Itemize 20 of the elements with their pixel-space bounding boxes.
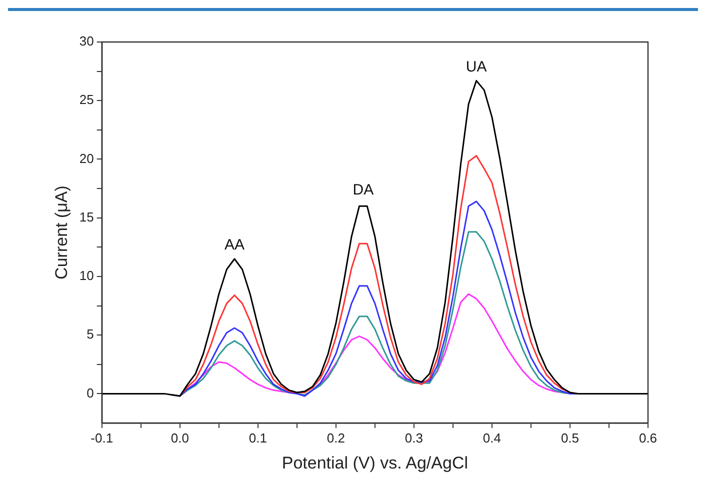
x-tick-label: 0.5 <box>560 430 580 446</box>
x-tick-label: 0.6 <box>638 430 658 446</box>
x-tick-label: 0.3 <box>404 430 423 446</box>
y-axis-title: Current (μA) <box>52 186 71 280</box>
x-tick-label: 0.0 <box>170 430 189 446</box>
x-tick-label: 0.2 <box>326 430 345 446</box>
y-tick-label: 25 <box>79 92 94 108</box>
y-tick-label: 30 <box>79 34 94 49</box>
x-tick-label: 0.1 <box>248 430 267 446</box>
x-axis-title: Potential (V) vs. Ag/AgCl <box>282 453 468 472</box>
x-tick-label: -0.1 <box>90 430 114 446</box>
y-tick-label: 5 <box>86 326 94 342</box>
x-tick-label: 0.4 <box>482 430 501 446</box>
y-tick-label: 0 <box>86 385 94 400</box>
y-tick-label: 15 <box>79 209 94 224</box>
annotation: UA <box>466 58 487 76</box>
y-tick-label: 20 <box>79 150 94 166</box>
annotation: DA <box>352 181 374 198</box>
y-tick-label: 10 <box>79 268 94 284</box>
annotation: AA <box>224 236 244 254</box>
